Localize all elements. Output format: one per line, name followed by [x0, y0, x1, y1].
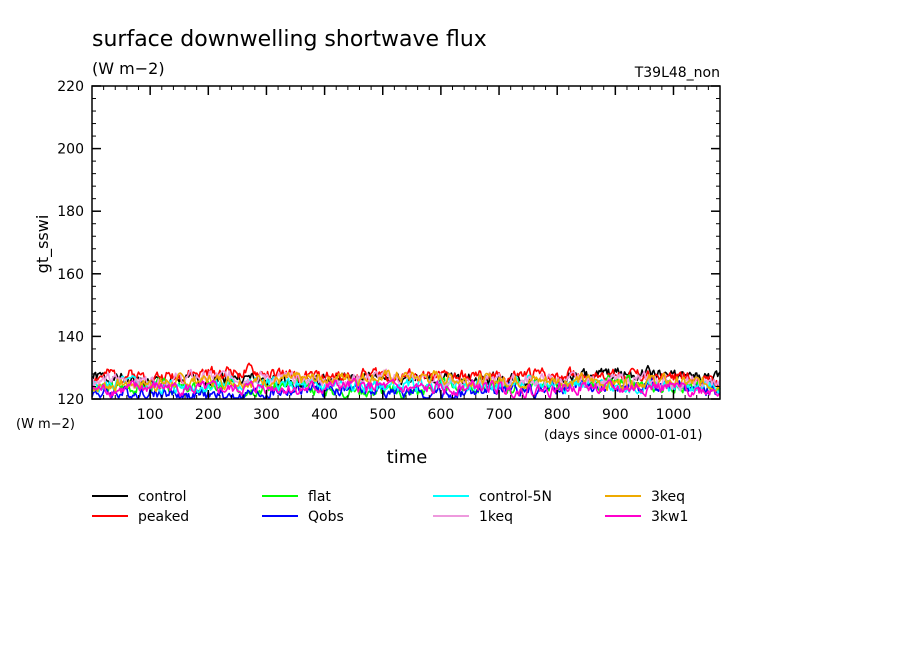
x-tick-label: 400 [311, 407, 338, 423]
x-tick-label: 200 [195, 407, 222, 423]
y-axis-label: gt_sswi [33, 215, 53, 274]
x-tick-label: 900 [602, 407, 629, 423]
x-tick-label: 700 [486, 407, 513, 423]
plot-axes: 120 140 160 180 200 220 100 200 300 400 500 600 700 8… [57, 79, 721, 423]
x-tick-label: 500 [369, 407, 396, 423]
y-axis-units: (W m−2) [16, 417, 75, 432]
legend-label-1keq: 1keq [479, 509, 513, 525]
y-tick-label: 200 [57, 142, 84, 158]
x-axis-label: time [387, 447, 428, 468]
plot-frame [91, 85, 721, 400]
run-label: T39L48_non [634, 65, 720, 81]
legend: control peaked flat Qobs control-5N 1keq 3keq 3… [92, 489, 688, 525]
x-tick-label: 300 [253, 407, 280, 423]
x-tick-label: 100 [137, 407, 164, 423]
legend-label-peaked: peaked [138, 509, 189, 525]
y-tick-label: 120 [57, 392, 84, 408]
series-line-control-5N [91, 374, 721, 395]
chart-title: surface downwelling shortwave flux [92, 27, 487, 52]
x-axis-units: (days since 0000-01-01) [544, 428, 702, 443]
series-line-3keq [91, 369, 721, 393]
legend-label-control: control [138, 489, 187, 505]
x-tick-label: 800 [544, 407, 571, 423]
y-tick-label: 160 [57, 267, 84, 283]
legend-label-3kw1: 3kw1 [651, 509, 688, 525]
y-tick-label: 220 [57, 79, 84, 95]
legend-label-3keq: 3keq [651, 489, 685, 505]
legend-label-Qobs: Qobs [308, 509, 344, 525]
x-tick-label: 600 [428, 407, 455, 423]
legend-label-control-5N: control-5N [479, 489, 552, 505]
chart-subtitle: (W m−2) [92, 59, 165, 78]
x-tick-label: 1000 [656, 407, 692, 423]
y-tick-label: 180 [57, 204, 84, 220]
plot-lines [91, 362, 721, 399]
y-tick-label: 140 [57, 329, 84, 345]
legend-label-flat: flat [308, 489, 331, 505]
